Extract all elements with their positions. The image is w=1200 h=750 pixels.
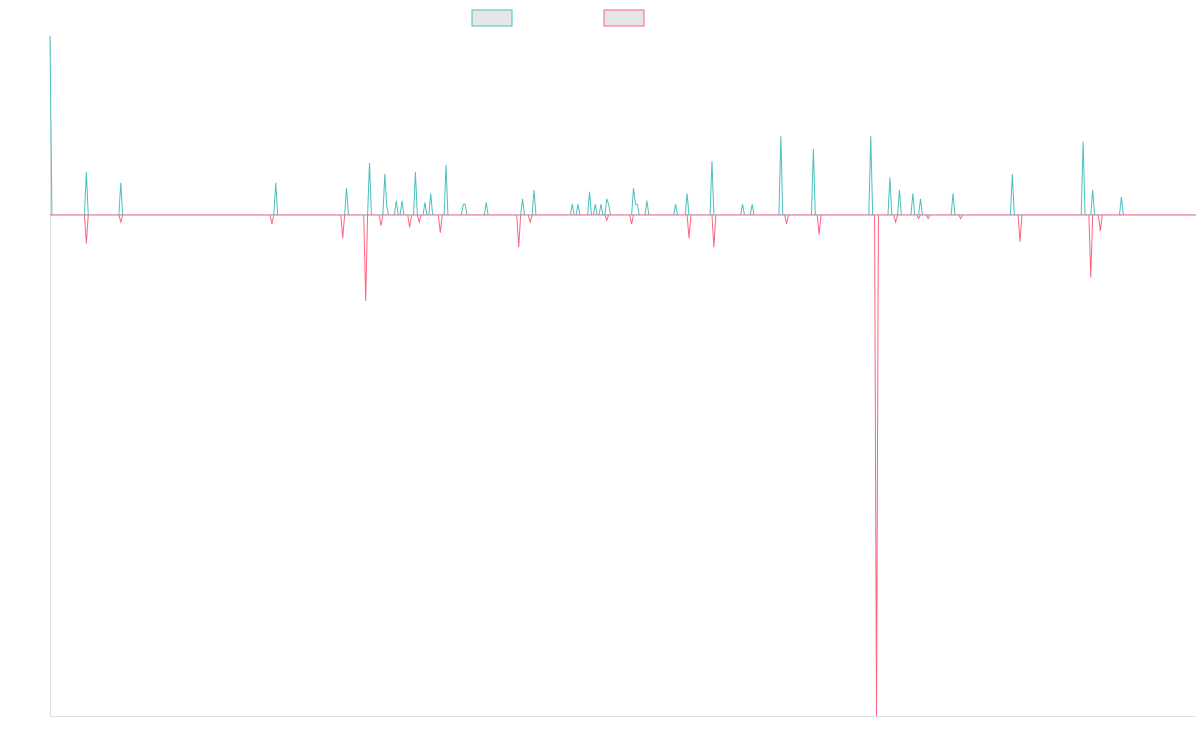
axes xyxy=(50,36,1196,717)
series-line-b xyxy=(50,214,1196,717)
legend xyxy=(471,9,645,27)
legend-swatch-series-b[interactable] xyxy=(603,9,645,27)
series-line-a xyxy=(49,35,1196,216)
legend-swatch-series-a[interactable] xyxy=(471,9,513,27)
plot-area xyxy=(49,35,1196,717)
